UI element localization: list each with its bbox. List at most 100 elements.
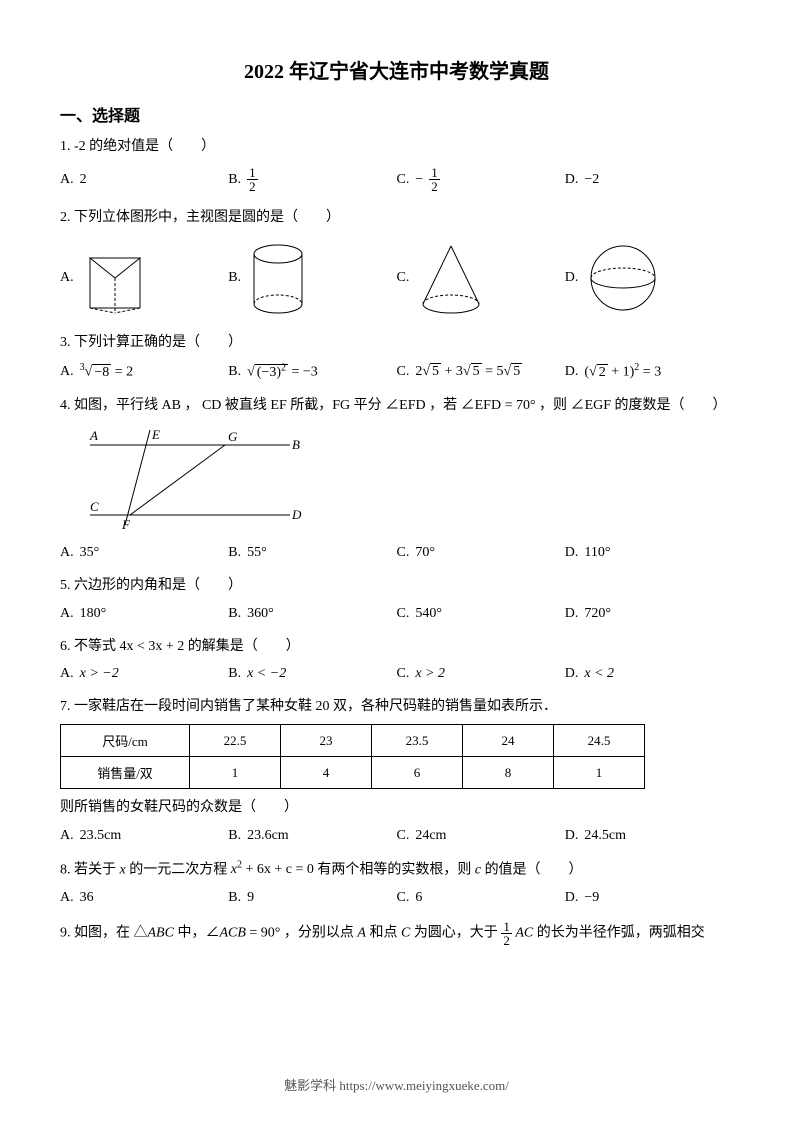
q2-opt-a: A. [60, 238, 228, 318]
q7-opt-a: A. 23.5cm [60, 828, 228, 844]
table-cell: 23.5 [372, 725, 463, 757]
q7-opt-c: C. 24cm [397, 828, 565, 844]
table-cell: 尺码/cm [61, 725, 190, 757]
q1-opt-c: C. − 1 2 [397, 166, 565, 193]
opt-label: C. [397, 270, 410, 286]
opt-label: A. [60, 172, 74, 188]
label-b: B [292, 437, 300, 452]
question-3: 3. 下列计算正确的是（ ） [60, 332, 733, 354]
question-2: 2. 下列立体图形中，主视图是圆的是（ ） [60, 207, 733, 229]
q6-opt-d: D. x < 2 [565, 666, 733, 682]
question-6: 6. 不等式 4x < 3x + 2 的解集是（ ） [60, 636, 733, 658]
question-5: 5. 六边形的内角和是（ ） [60, 575, 733, 597]
q7-after: 则所销售的女鞋尺码的众数是（ ） [60, 797, 733, 819]
q7-opt-d: D. 24.5cm [565, 828, 733, 844]
label-a: A [89, 428, 98, 443]
q4-options: A. 35° B. 55° C. 70° D. 110° [60, 545, 733, 561]
q1-opt-b: B. 1 2 [228, 166, 396, 193]
frac-num: 1 [429, 166, 440, 180]
q1-options: A. 2 B. 1 2 C. − 1 2 D. −2 [60, 166, 733, 193]
q8-opt-a: A. 36 [60, 890, 228, 906]
frac-den: 2 [247, 180, 258, 193]
opt-label: A. [60, 270, 74, 286]
q8-opt-d: D. −9 [565, 890, 733, 906]
section-header: 一、选择题 [60, 102, 733, 126]
table-cell: 1 [190, 757, 281, 789]
question-1: 1. -2 的绝对值是（ ） [60, 136, 733, 158]
expr: √(−3)2 = −3 [247, 362, 318, 381]
q1-d-val: −2 [584, 172, 599, 188]
opt-label: D. [565, 364, 579, 380]
table-cell: 24.5 [554, 725, 645, 757]
q4-opt-b: B. 55° [228, 545, 396, 561]
expr: 3√−8 = 2 [80, 362, 134, 381]
q6-opt-b: B. x < −2 [228, 666, 396, 682]
q2-options: A. B. C. [60, 238, 733, 318]
opt-label: B. [228, 364, 241, 380]
q3-options: A. 3√−8 = 2 B. √(−3)2 = −3 C. 2√5 + 3√5 … [60, 362, 733, 381]
q5-opt-b: B. 360° [228, 606, 396, 622]
question-4: 4. 如图，平行线 AB ， CD 被直线 EF 所截，FG 平分 ∠EFD ，… [60, 395, 733, 417]
q6-opt-c: C. x > 2 [397, 666, 565, 682]
q7-options: A. 23.5cm B. 23.6cm C. 24cm D. 24.5cm [60, 828, 733, 844]
minus-sign: − [415, 172, 423, 188]
table-cell: 8 [463, 757, 554, 789]
question-8: 8. 若关于 x 的一元二次方程 x2 + 6x + c = 0 有两个相等的实… [60, 858, 733, 882]
q8-options: A. 36 B. 9 C. 6 D. −9 [60, 890, 733, 906]
fraction: 1 2 [247, 166, 258, 193]
page-title: 2022 年辽宁省大连市中考数学真题 [60, 55, 733, 84]
q3-opt-a: A. 3√−8 = 2 [60, 362, 228, 381]
q5-opt-c: C. 540° [397, 606, 565, 622]
expr: (√2 + 1)2 = 3 [584, 362, 661, 381]
cone-icon [415, 238, 487, 318]
q3-opt-c: C. 2√5 + 3√5 = 5√5 [397, 364, 565, 380]
q1-opt-d: D. −2 [565, 172, 733, 188]
q3-opt-d: D. (√2 + 1)2 = 3 [565, 362, 733, 381]
opt-label: D. [565, 172, 579, 188]
label-d: D [291, 507, 302, 522]
expr: 2√5 + 3√5 = 5√5 [415, 364, 522, 380]
q6-options: A. x > −2 B. x < −2 C. x > 2 D. x < 2 [60, 666, 733, 682]
table-cell: 销售量/双 [61, 757, 190, 789]
fraction: 12 [501, 920, 512, 947]
frac-den: 2 [429, 180, 440, 193]
table-cell: 6 [372, 757, 463, 789]
q7-table: 尺码/cm 22.5 23 23.5 24 24.5 销售量/双 1 4 6 8… [60, 724, 645, 789]
table-row: 尺码/cm 22.5 23 23.5 24 24.5 [61, 725, 645, 757]
q5-options: A. 180° B. 360° C. 540° D. 720° [60, 606, 733, 622]
q1-a-val: 2 [80, 172, 87, 188]
q2-opt-c: C. [397, 238, 565, 318]
page-footer: 魅影学科 https://www.meiyingxueke.com/ [0, 1075, 793, 1094]
q8-opt-c: C. 6 [397, 890, 565, 906]
table-cell: 1 [554, 757, 645, 789]
cylinder-icon [247, 238, 309, 318]
table-cell: 23 [281, 725, 372, 757]
question-7: 7. 一家鞋店在一段时间内销售了某种女鞋 20 双，各种尺码鞋的销售量如表所示． [60, 696, 733, 718]
q4-diagram: A B C D E F G [80, 425, 733, 535]
frac-num: 1 [247, 166, 258, 180]
table-row: 销售量/双 1 4 6 8 1 [61, 757, 645, 789]
opt-label: B. [228, 172, 241, 188]
table-cell: 24 [463, 725, 554, 757]
q7-opt-b: B. 23.6cm [228, 828, 396, 844]
q3-opt-b: B. √(−3)2 = −3 [228, 362, 396, 381]
table-cell: 22.5 [190, 725, 281, 757]
opt-label: D. [565, 270, 579, 286]
opt-label: C. [397, 364, 410, 380]
q6-opt-a: A. x > −2 [60, 666, 228, 682]
opt-label: B. [228, 270, 241, 286]
q5-opt-a: A. 180° [60, 606, 228, 622]
label-g: G [228, 429, 238, 444]
q2-opt-d: D. [565, 238, 733, 318]
q4-opt-d: D. 110° [565, 545, 733, 561]
q8-opt-b: B. 9 [228, 890, 396, 906]
q4-opt-c: C. 70° [397, 545, 565, 561]
opt-label: A. [60, 364, 74, 380]
q2-opt-b: B. [228, 238, 396, 318]
label-c: C [90, 499, 99, 514]
table-cell: 4 [281, 757, 372, 789]
prism-icon [80, 238, 150, 318]
q4-opt-a: A. 35° [60, 545, 228, 561]
sphere-icon [584, 238, 662, 318]
label-e: E [151, 427, 160, 442]
